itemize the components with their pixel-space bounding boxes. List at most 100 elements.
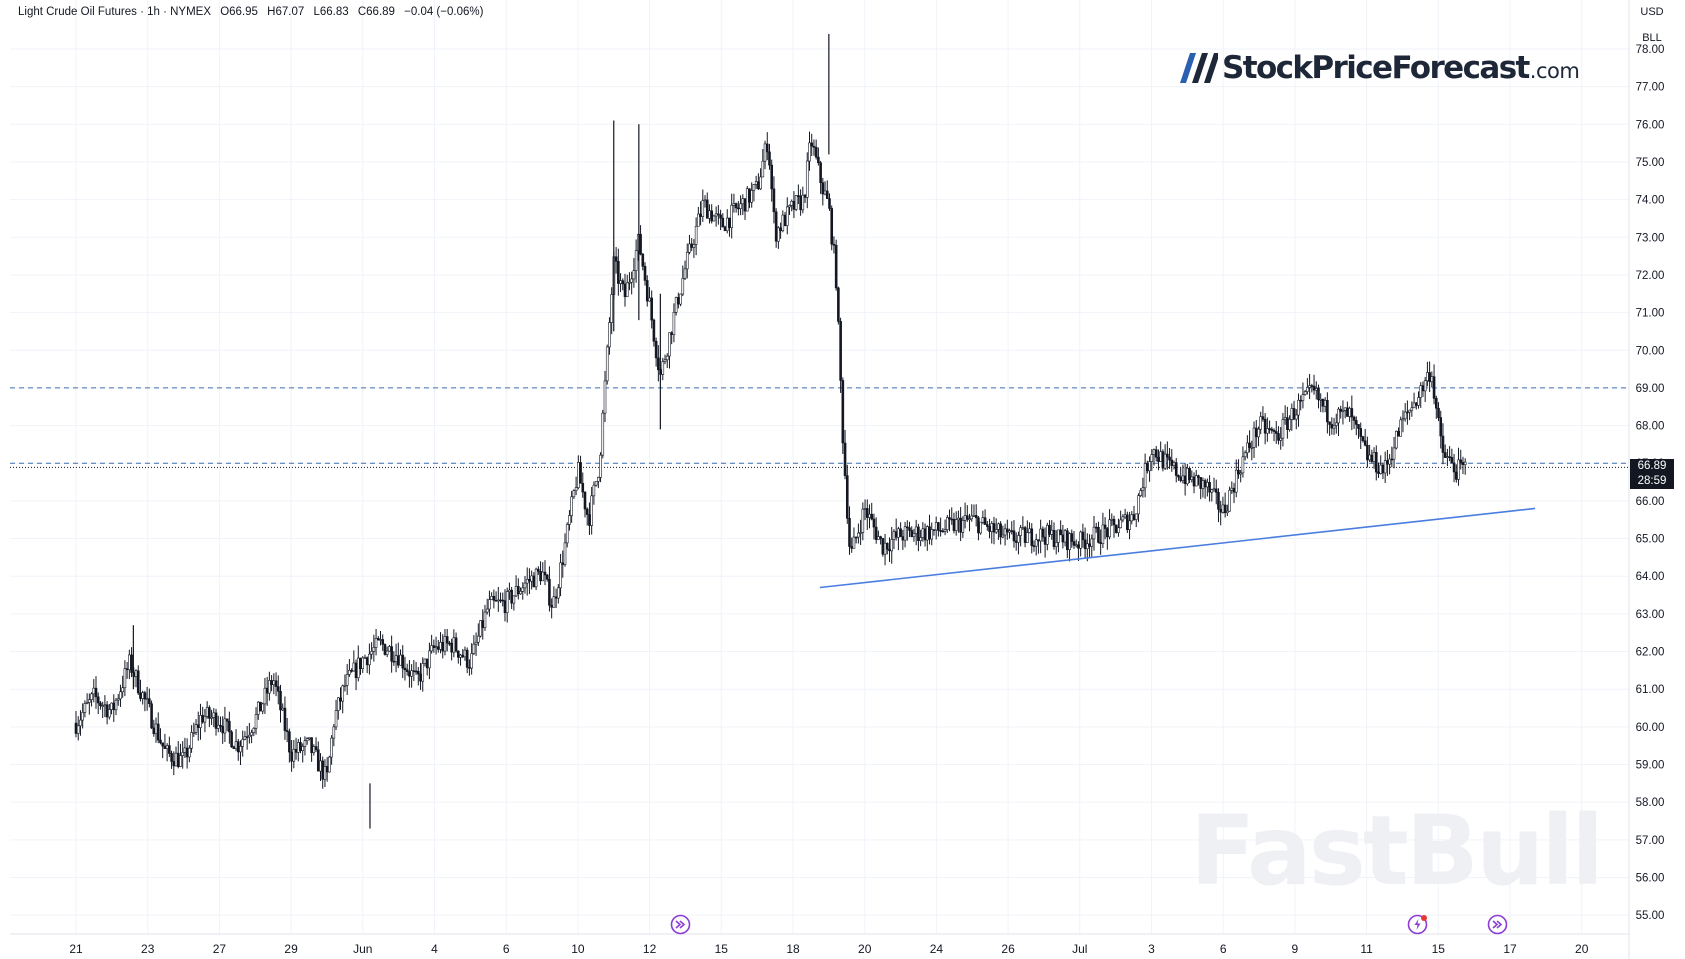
candle-body bbox=[1234, 469, 1238, 493]
candle-body bbox=[92, 687, 96, 695]
candle-body bbox=[697, 213, 700, 227]
candle-body bbox=[650, 297, 653, 321]
event-arrow-icon[interactable] bbox=[1487, 914, 1508, 935]
candle-body bbox=[321, 760, 325, 780]
candle-body bbox=[761, 160, 765, 178]
candle-body bbox=[445, 636, 449, 644]
candle-body bbox=[1279, 437, 1283, 441]
candle-body bbox=[154, 723, 158, 735]
candle-body bbox=[390, 646, 393, 662]
candle-body bbox=[214, 712, 218, 729]
candle-body bbox=[1330, 424, 1334, 429]
candle-body bbox=[683, 268, 687, 279]
candle-body bbox=[754, 181, 758, 185]
candle-body bbox=[997, 523, 1000, 530]
candle-body bbox=[168, 745, 171, 754]
candle-body bbox=[908, 527, 911, 531]
candle-body bbox=[581, 482, 585, 493]
candle-body bbox=[1041, 528, 1045, 538]
time-tick-label: 18 bbox=[786, 942, 800, 956]
candle-body bbox=[1448, 456, 1451, 458]
candle-body bbox=[1237, 469, 1240, 475]
candle-body bbox=[1363, 440, 1367, 446]
candle-body bbox=[1339, 408, 1343, 412]
candle-body bbox=[1026, 532, 1029, 543]
candle-body bbox=[1074, 544, 1078, 547]
candle-body bbox=[108, 709, 111, 718]
candle-body bbox=[250, 732, 253, 736]
candle-body bbox=[1159, 451, 1162, 462]
currency-code[interactable]: USD bbox=[1640, 6, 1664, 18]
candle-body bbox=[912, 533, 916, 538]
candle-body bbox=[923, 528, 927, 541]
candle-body bbox=[497, 599, 500, 602]
candle-body bbox=[472, 643, 476, 654]
candle-body bbox=[1326, 400, 1329, 423]
candle-body bbox=[310, 737, 313, 754]
time-tick-label: 15 bbox=[1432, 942, 1446, 956]
candle-body bbox=[954, 519, 958, 531]
candle-body bbox=[1214, 488, 1218, 493]
candle-body bbox=[759, 176, 762, 190]
candle-body bbox=[345, 674, 349, 686]
candle-body bbox=[925, 526, 929, 541]
candle-body bbox=[325, 766, 329, 773]
candle-body bbox=[757, 181, 760, 190]
candle-body bbox=[1428, 372, 1431, 383]
candle-body bbox=[243, 736, 247, 740]
candle-body bbox=[1052, 529, 1056, 547]
candle-body bbox=[1392, 447, 1396, 460]
candle-body bbox=[268, 680, 271, 694]
currency-unit[interactable]: BLL bbox=[1642, 32, 1662, 44]
candle-body bbox=[85, 702, 89, 704]
price-tick-label: 73.00 bbox=[1636, 232, 1665, 244]
candle-body bbox=[508, 589, 511, 592]
candle-body bbox=[145, 698, 149, 700]
candle-body bbox=[1250, 447, 1254, 449]
candle-body bbox=[285, 730, 289, 733]
candle-body bbox=[223, 718, 227, 734]
candle-body bbox=[1012, 530, 1016, 542]
price-axis-labels: 55.00 56.00 57.00 58.00 59.00 60.00 61.00 62.00… bbox=[1636, 44, 1665, 922]
candle-body bbox=[341, 685, 345, 702]
time-tick-label: 21 bbox=[69, 942, 83, 956]
candle-body bbox=[303, 740, 307, 747]
candle-body bbox=[681, 278, 685, 295]
time-tick-label: 26 bbox=[1001, 942, 1015, 956]
candle-body bbox=[845, 475, 849, 519]
candle-body bbox=[1217, 492, 1220, 510]
candle-body bbox=[1357, 424, 1360, 429]
candle-body bbox=[1252, 427, 1256, 448]
candle-body bbox=[1186, 468, 1189, 485]
candle-body bbox=[1086, 543, 1089, 550]
candle-body bbox=[1117, 527, 1120, 533]
candle-body bbox=[432, 645, 436, 649]
candle-body bbox=[1399, 419, 1403, 437]
candle-body bbox=[1459, 459, 1463, 463]
candle-body bbox=[368, 653, 371, 666]
symbol-title[interactable]: Light Crude Oil Futures · 1h · NYMEX bbox=[18, 6, 212, 18]
candle-body bbox=[712, 215, 716, 222]
candle-body bbox=[1241, 456, 1245, 474]
candle-body bbox=[572, 490, 576, 498]
time-tick-label: 17 bbox=[1503, 942, 1517, 956]
candle-body bbox=[1017, 535, 1020, 543]
watermark-text: FastBull bbox=[1190, 795, 1604, 907]
candle-body bbox=[443, 636, 447, 652]
candle-body bbox=[161, 742, 164, 747]
candle-body bbox=[952, 518, 956, 531]
event-flash-icon[interactable] bbox=[1407, 914, 1428, 935]
candle-body bbox=[425, 658, 429, 669]
candle-body bbox=[1132, 514, 1136, 520]
price-tick-label: 55.00 bbox=[1636, 910, 1665, 922]
candle-body bbox=[305, 738, 309, 742]
candle-body bbox=[461, 654, 465, 658]
candle-body bbox=[1406, 411, 1409, 414]
candle-body bbox=[1030, 528, 1034, 546]
event-arrow-icon[interactable] bbox=[670, 914, 691, 935]
candle-body bbox=[821, 182, 825, 195]
candle-body bbox=[817, 156, 820, 164]
candle-body bbox=[685, 252, 689, 270]
price-tick-label: 71.00 bbox=[1636, 308, 1665, 320]
